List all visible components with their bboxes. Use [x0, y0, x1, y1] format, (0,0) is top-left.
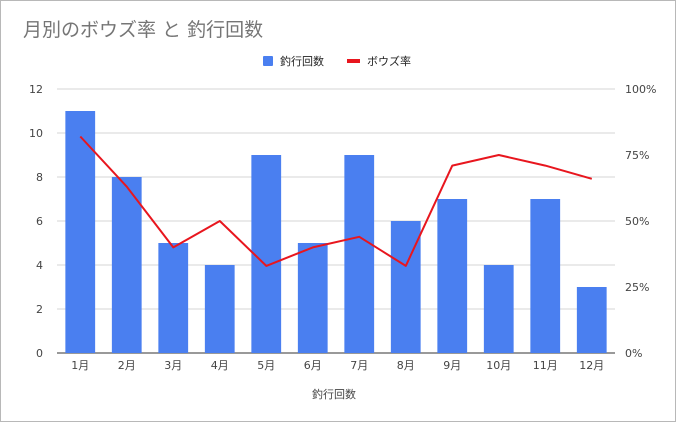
- left-axis-ticks: 0 2 4 6 8 10 12: [29, 83, 43, 360]
- y2-tick-label: 0%: [625, 347, 642, 360]
- x-axis-ticks: 1月 2月 3月 4月 5月 6月 7月 8月 9月 10月 11月 12月: [71, 359, 604, 372]
- bar: [65, 111, 96, 353]
- bar: [297, 243, 328, 353]
- chart-title: 月別のボウズ率 と 釣行回数: [23, 19, 264, 41]
- legend-swatch-line: [347, 59, 360, 63]
- bar-series: [65, 111, 607, 353]
- y2-tick-label: 50%: [625, 215, 649, 228]
- legend-label-bar: 釣行回数: [280, 54, 324, 68]
- bar: [530, 199, 561, 353]
- y-tick-label: 8: [36, 171, 43, 184]
- x-tick-label: 4月: [211, 359, 229, 372]
- x-tick-label: 1月: [71, 359, 89, 372]
- x-tick-label: 2月: [118, 359, 136, 372]
- x-tick-label: 10月: [486, 359, 511, 372]
- legend-swatch-bar: [263, 56, 273, 66]
- x-tick-label: 9月: [443, 359, 461, 372]
- x-tick-label: 5月: [257, 359, 275, 372]
- series-line: [79, 135, 593, 267]
- bar: [576, 287, 607, 353]
- y-tick-label: 0: [36, 347, 43, 360]
- y-tick-label: 6: [36, 215, 43, 228]
- line-series: [79, 135, 593, 267]
- bar: [483, 265, 514, 353]
- y2-tick-label: 100%: [625, 83, 656, 96]
- x-tick-label: 7月: [350, 359, 368, 372]
- legend-label-line: ボウズ率: [367, 54, 411, 68]
- x-tick-label: 12月: [579, 359, 604, 372]
- bar: [390, 221, 421, 353]
- bar: [344, 155, 375, 353]
- right-axis-ticks: 0% 25% 50% 75% 100%: [625, 83, 656, 360]
- y2-tick-label: 25%: [625, 281, 649, 294]
- bar: [158, 243, 189, 353]
- legend: 釣行回数 ボウズ率: [263, 54, 411, 68]
- x-tick-label: 8月: [397, 359, 415, 372]
- x-tick-label: 6月: [304, 359, 322, 372]
- y-tick-label: 12: [29, 83, 43, 96]
- x-tick-label: 11月: [533, 359, 558, 372]
- bar: [204, 265, 235, 353]
- bar: [111, 177, 142, 353]
- y2-tick-label: 75%: [625, 149, 649, 162]
- grid-lines: [57, 88, 615, 354]
- x-axis-title: 釣行回数: [312, 387, 356, 401]
- y-tick-label: 10: [29, 127, 43, 140]
- x-tick-label: 3月: [164, 359, 182, 372]
- bar: [251, 155, 282, 353]
- y-tick-label: 4: [36, 259, 43, 272]
- y-tick-label: 2: [36, 303, 43, 316]
- bar: [437, 199, 468, 353]
